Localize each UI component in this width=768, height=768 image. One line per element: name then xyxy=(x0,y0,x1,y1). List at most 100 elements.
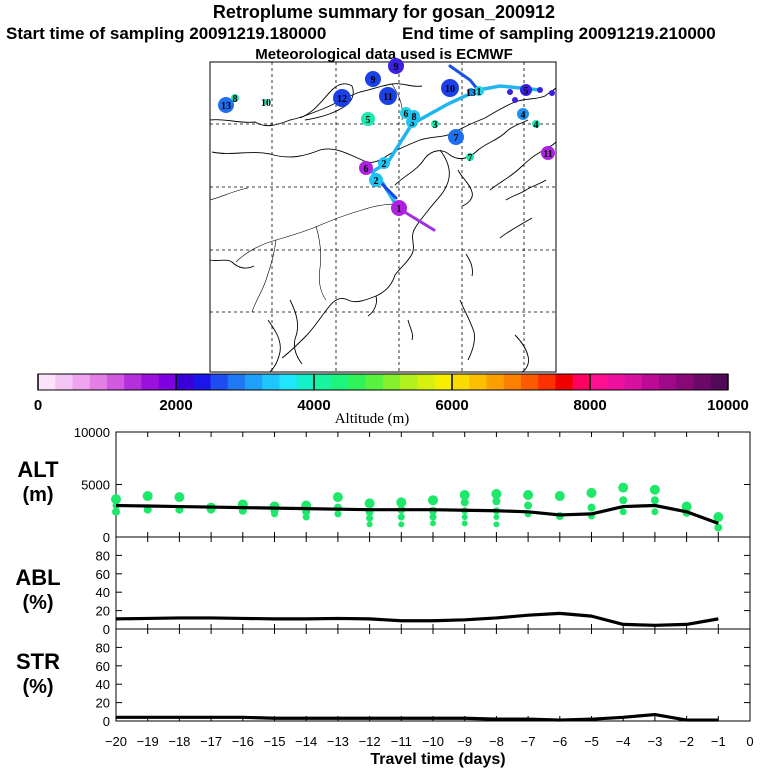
trajectory-marker xyxy=(231,94,239,102)
alt-scatter-point xyxy=(428,495,438,506)
colorbar-cell xyxy=(331,374,349,390)
colorbar-tick-label: 2000 xyxy=(159,397,192,414)
colorbar-cell xyxy=(659,374,677,390)
trajectory-marker xyxy=(388,58,404,74)
alt-panel-label: ALT xyxy=(17,457,59,482)
alt-scatter-point xyxy=(332,492,343,503)
x-tick-label: −15 xyxy=(263,734,285,749)
trajectory-marker-label: 10 xyxy=(261,98,271,109)
alt-scatter-point xyxy=(491,488,502,499)
str-panel-frame xyxy=(115,628,751,722)
trajectory-marker xyxy=(537,87,543,93)
str-series-line xyxy=(116,712,719,722)
time-series-plots: 0 5000 10000 0 20 40 60 80 0 20 40 60 80 xyxy=(74,425,751,729)
trajectory-marker xyxy=(474,86,484,96)
x-tick-label: −14 xyxy=(295,734,317,749)
x-tick-label: −8 xyxy=(489,734,504,749)
trajectory-marker-label: 2 xyxy=(382,159,387,170)
alt-scatter-point xyxy=(523,490,534,500)
x-tick-label: −13 xyxy=(327,734,349,749)
trajectory-marker xyxy=(520,84,532,96)
str-panel-label: STR xyxy=(16,649,60,674)
colorbar-tick-label: 0 xyxy=(34,397,42,414)
x-tick-label: −20 xyxy=(105,734,127,749)
str-panel-unit: (%) xyxy=(22,676,53,698)
trajectory-marker-label: 1 xyxy=(397,204,402,215)
colorbar-cell xyxy=(710,374,729,390)
trajectory-marker-label: 10 xyxy=(445,84,455,95)
x-tick-label: −2 xyxy=(679,734,694,749)
alt-scatter-point xyxy=(143,505,152,514)
y-tick-label: 0 xyxy=(103,714,110,729)
y-tick-label: 20 xyxy=(96,696,110,711)
x-tick-label: −17 xyxy=(200,734,222,749)
x-tick-label: −18 xyxy=(168,734,190,749)
alt-scatter-point xyxy=(492,497,501,506)
colorbar-cell xyxy=(38,374,56,390)
map-frame xyxy=(209,61,557,373)
trajectory-marker-label: 4 xyxy=(534,120,539,131)
colorbar-cell xyxy=(607,374,625,390)
trajectory-marker-label: 6 xyxy=(404,109,409,120)
y-tick-label: 80 xyxy=(96,548,110,563)
trajectory-marker xyxy=(369,173,383,187)
y-tick-label: 40 xyxy=(96,677,110,692)
trajectory-marker xyxy=(361,112,375,126)
trajectory-marker-label: 5 xyxy=(524,86,529,97)
trajectory-marker-label: 12 xyxy=(337,94,347,105)
alt-scatter-point xyxy=(619,496,628,505)
alt-scatter-point xyxy=(524,501,533,510)
colorbar-cell xyxy=(503,374,522,390)
trajectory-marker xyxy=(333,89,351,107)
y-tick-label: 80 xyxy=(96,640,110,655)
colorbar-cell xyxy=(434,374,453,390)
colorbar-label: Altitude (m) xyxy=(335,411,410,427)
alt-scatter-point xyxy=(366,514,374,522)
colorbar-cell xyxy=(89,374,108,390)
end-time-label: End time of sampling 20091219.210000 xyxy=(402,24,716,43)
trajectory-marker-label: 7 xyxy=(454,133,459,144)
alt-scatter-point xyxy=(398,521,405,528)
alt-scatter-point xyxy=(586,487,597,498)
x-tick-label: −10 xyxy=(422,734,444,749)
alt-scatter-point xyxy=(587,503,596,512)
abl-series-line xyxy=(115,611,719,627)
trajectory-marker-label: 9 xyxy=(394,62,399,73)
colorbar-cell xyxy=(486,374,505,390)
trajectory-marker-label: 8 xyxy=(412,112,417,123)
colorbar-tick-label: 4000 xyxy=(297,397,330,414)
x-tick-label: −3 xyxy=(647,734,662,749)
y-tick-label: 20 xyxy=(96,604,110,619)
colorbar-cell xyxy=(383,374,401,390)
trajectory-marker-label: 9 xyxy=(371,75,376,86)
trajectory-marker-label: 5 xyxy=(366,115,371,126)
colorbar-cell xyxy=(538,374,556,390)
alt-scatter-point xyxy=(112,507,120,516)
colorbar-cell xyxy=(193,374,211,390)
trajectory-marker-label: 1 xyxy=(477,87,482,98)
alt-scatter-point xyxy=(649,484,660,495)
colorbar-cell xyxy=(72,374,91,390)
colorbar-cell xyxy=(693,374,712,390)
trajectory-marker-label: 3 xyxy=(410,118,415,129)
trajectory-marker-label: 7 xyxy=(468,153,473,164)
alt-scatter-point xyxy=(366,521,373,528)
x-axis: −20 −19 −18 −17 −16 −15 −14 −13 −12 −11 −10 −9 −8 −7−… xyxy=(105,734,754,749)
alt-scatter-point xyxy=(142,491,153,502)
alt-scatter-point xyxy=(396,497,407,508)
trajectory-marker xyxy=(517,108,529,120)
trajectory-marker xyxy=(512,97,518,103)
colorbar-cell xyxy=(176,374,194,390)
colorbar-cell xyxy=(555,374,574,390)
colorbar-cell xyxy=(55,374,73,390)
colorbar-cell xyxy=(676,374,694,390)
colorbar-cell xyxy=(141,374,160,390)
alt-scatter-point xyxy=(714,523,723,532)
colorbar-tick-label: 8000 xyxy=(573,397,606,414)
x-tick-label: −16 xyxy=(232,734,254,749)
x-tick-label: −1 xyxy=(711,734,726,749)
trajectory-marker-label: 3 xyxy=(433,120,438,131)
trajectory-marker xyxy=(218,97,234,113)
trajectory-marker xyxy=(391,200,407,216)
